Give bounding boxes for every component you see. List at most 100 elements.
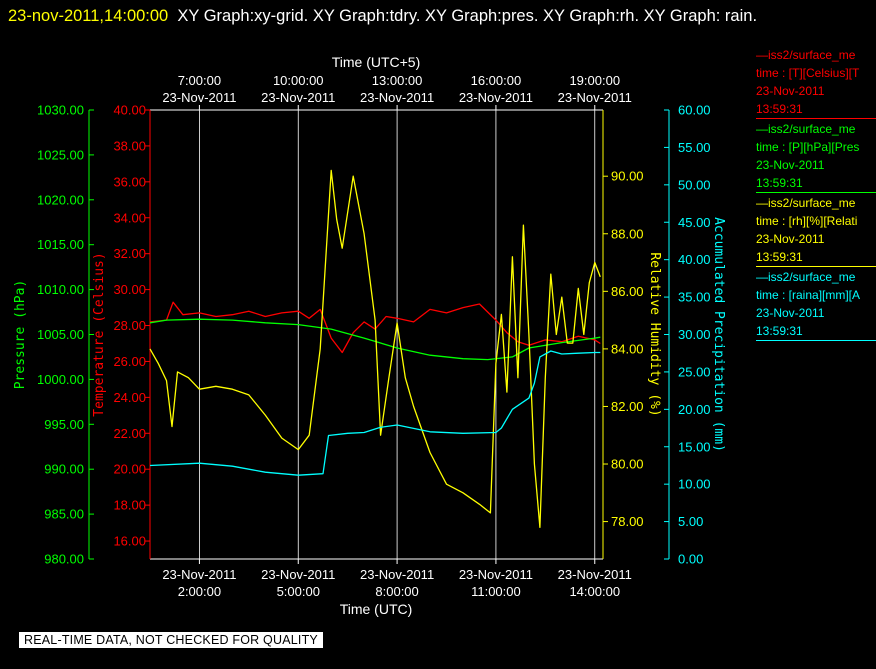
pres-tick-label: 1030.00	[37, 103, 84, 118]
pres-tick-label: 1000.00	[37, 372, 84, 387]
rh-tick-label: 82.00	[611, 399, 644, 414]
pres-tick-label: 995.00	[44, 417, 84, 432]
rain-axis-title: Accumulated Precipitation (mm)	[711, 217, 726, 452]
rh-tick-label: 84.00	[611, 341, 644, 356]
rain-tick-label: 15.00	[678, 439, 711, 454]
pres-tick-label: 1015.00	[37, 237, 84, 252]
pres-series-line	[149, 318, 601, 361]
tdry-tick-label: 36.00	[113, 174, 146, 189]
legend-entry-line: 13:59:31	[756, 102, 803, 116]
tdry-tick-label: 26.00	[113, 354, 146, 369]
rain-tick-label: 0.00	[678, 552, 703, 567]
x-tick-label-bottom-date: 23-Nov-2011	[558, 567, 632, 582]
legend-entry-line: 13:59:31	[756, 324, 803, 338]
rain-tick-label: 45.00	[678, 215, 711, 230]
tdry-tick-label: 18.00	[113, 498, 146, 513]
x-tick-label-bottom-date: 23-Nov-2011	[261, 567, 335, 582]
legend-entry-line: 23-Nov-2011	[756, 306, 825, 320]
rain-tick-label: 35.00	[678, 290, 711, 305]
pres-tick-label: 1005.00	[37, 327, 84, 342]
x-tick-label-top-date: 23-Nov-2011	[162, 90, 236, 105]
rain-tick-label: 5.00	[678, 514, 703, 529]
x-tick-label-bottom-date: 23-Nov-2011	[459, 567, 533, 582]
x-tick-label-top-date: 23-Nov-2011	[459, 90, 533, 105]
pres-tick-label: 1010.00	[37, 282, 84, 297]
legend-entry-line: time : [raina][mm][A	[756, 288, 861, 302]
rh-tick-label: 88.00	[611, 226, 644, 241]
tdry-tick-label: 24.00	[113, 390, 146, 405]
legend-entry-line: 23-Nov-2011	[756, 232, 825, 246]
legend-entry-line: 13:59:31	[756, 176, 803, 190]
rain-tick-label: 25.00	[678, 364, 711, 379]
rh-tick-label: 78.00	[611, 514, 644, 529]
rh-tick-label: 90.00	[611, 169, 644, 184]
x-tick-label-top-time: 7:00:00	[178, 73, 221, 88]
rh-tick-label: 80.00	[611, 457, 644, 472]
legend-entry-line: time : [T][Celsius][T	[756, 66, 860, 80]
graph-header: 23-nov-2011,14:00:00 XY Graph:xy-grid. X…	[8, 3, 868, 29]
rain-tick-label: 10.00	[678, 477, 711, 492]
legend: —iss2/surface_me time : [T][Celsius][T 23-…	[756, 46, 876, 342]
x-axis-label-bottom: Time (UTC)	[340, 601, 413, 617]
tdry-series-line	[149, 301, 601, 354]
rain-tick-label: 30.00	[678, 327, 711, 342]
tdry-tick-label: 28.00	[113, 318, 146, 333]
tdry-tick-label: 22.00	[113, 426, 146, 441]
x-tick-label-bottom-time: 8:00:00	[375, 584, 418, 599]
quality-notice: REAL-TIME DATA, NOT CHECKED FOR QUALITY	[19, 632, 323, 648]
tdry-tick-label: 32.00	[113, 246, 146, 261]
tdry-tick-label: 20.00	[113, 462, 146, 477]
legend-entry-line: 23-Nov-2011	[756, 158, 825, 172]
tdry-tick-label: 40.00	[113, 103, 146, 118]
tdry-tick-label: 30.00	[113, 282, 146, 297]
rain-tick-label: 55.00	[678, 140, 711, 155]
legend-entry-line: —iss2/surface_me	[756, 270, 856, 284]
legend-entry-line: —iss2/surface_me	[756, 122, 856, 136]
rh-series-line	[149, 169, 601, 528]
rh-axis-title: Relative Humidity (%)	[647, 252, 662, 416]
tdry-tick-label: 16.00	[113, 534, 146, 549]
x-tick-label-bottom-date: 23-Nov-2011	[162, 567, 236, 582]
legend-entry-line: —iss2/surface_me	[756, 196, 856, 210]
pres-tick-label: 980.00	[44, 552, 84, 567]
x-tick-label-top-date: 23-Nov-2011	[360, 90, 434, 105]
rh-tick-label: 86.00	[611, 284, 644, 299]
rain-tick-label: 40.00	[678, 252, 711, 267]
pres-axis-title: Pressure (hPa)	[13, 280, 28, 390]
header-timestamp: 23-nov-2011,14:00:00	[8, 7, 169, 25]
legend-entry-line: time : [rh][%][Relati	[756, 214, 858, 228]
rain-tick-label: 20.00	[678, 402, 711, 417]
pres-tick-label: 990.00	[44, 462, 84, 477]
x-tick-label-bottom-time: 11:00:00	[471, 584, 521, 599]
x-tick-label-bottom-time: 14:00:00	[569, 584, 620, 599]
pres-tick-label: 1025.00	[37, 147, 84, 162]
x-axis-label-top: Time (UTC+5)	[332, 54, 421, 70]
pres-tick-label: 1020.00	[37, 192, 84, 207]
x-tick-label-top-date: 23-Nov-2011	[261, 90, 335, 105]
rain-tick-label: 50.00	[678, 177, 711, 192]
legend-entry-line: —iss2/surface_me	[756, 48, 856, 62]
tdry-tick-label: 34.00	[113, 210, 146, 225]
rain-tick-label: 60.00	[678, 103, 711, 118]
legend-entry-line: 13:59:31	[756, 250, 803, 264]
pres-tick-label: 985.00	[44, 507, 84, 522]
rain-series-line	[149, 350, 601, 476]
x-tick-label-top-time: 19:00:00	[569, 73, 620, 88]
tdry-axis-title: Temperature (Celsius)	[92, 252, 107, 416]
x-tick-label-bottom-time: 2:00:00	[178, 584, 221, 599]
x-tick-label-top-time: 10:00:00	[273, 73, 324, 88]
legend-entry-line: time : [P][hPa][Pres	[756, 140, 860, 154]
x-tick-label-top-time: 13:00:00	[372, 73, 423, 88]
x-tick-label-top-time: 16:00:00	[471, 73, 522, 88]
x-tick-label-top-date: 23-Nov-2011	[558, 90, 632, 105]
tdry-tick-label: 38.00	[113, 138, 146, 153]
x-tick-label-bottom-time: 5:00:00	[277, 584, 320, 599]
x-tick-label-bottom-date: 23-Nov-2011	[360, 567, 434, 582]
legend-entry-line: 23-Nov-2011	[756, 84, 825, 98]
header-graph-list: XY Graph:xy-grid. XY Graph:tdry. XY Grap…	[177, 7, 758, 25]
